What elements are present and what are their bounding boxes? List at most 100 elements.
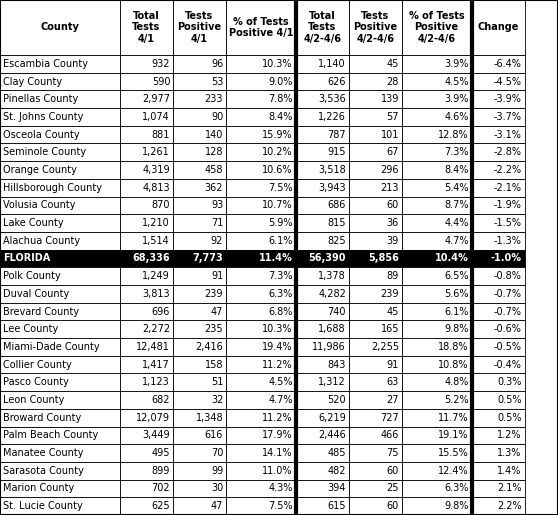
Text: 3,536: 3,536	[318, 94, 346, 104]
Text: 10.2%: 10.2%	[262, 147, 293, 157]
Text: 3,813: 3,813	[142, 289, 170, 299]
Bar	[0, 479, 120, 497]
Text: Hillsborough County: Hillsborough County	[3, 183, 102, 193]
Text: 6.8%: 6.8%	[268, 306, 293, 317]
Bar	[120, 250, 173, 267]
Bar	[296, 0, 349, 55]
Text: -3.9%: -3.9%	[494, 94, 522, 104]
Text: 4.7%: 4.7%	[444, 236, 469, 246]
Bar	[226, 338, 296, 356]
Text: 6.1%: 6.1%	[444, 306, 469, 317]
Bar	[349, 444, 402, 462]
Bar	[472, 444, 525, 462]
Text: 12.8%: 12.8%	[438, 130, 469, 140]
Bar	[472, 391, 525, 409]
Text: 8.7%: 8.7%	[444, 200, 469, 211]
Text: 90: 90	[211, 112, 223, 122]
Bar	[472, 250, 525, 267]
Text: Collier County: Collier County	[3, 359, 71, 370]
Bar	[349, 479, 402, 497]
Bar	[472, 0, 525, 55]
Text: 2,272: 2,272	[142, 324, 170, 334]
Text: 696: 696	[152, 306, 170, 317]
Text: 9.8%: 9.8%	[444, 324, 469, 334]
Text: -2.8%: -2.8%	[494, 147, 522, 157]
Bar	[173, 144, 226, 161]
Text: 1,210: 1,210	[142, 218, 170, 228]
Text: 91: 91	[211, 271, 223, 281]
Text: 7,773: 7,773	[193, 253, 223, 264]
Bar	[349, 179, 402, 197]
Bar	[0, 73, 120, 91]
Bar	[226, 356, 296, 373]
Text: 815: 815	[328, 218, 346, 228]
Bar	[472, 356, 525, 373]
Text: 11,986: 11,986	[312, 342, 346, 352]
Text: 495: 495	[152, 448, 170, 458]
Text: -0.6%: -0.6%	[494, 324, 522, 334]
Bar	[472, 497, 525, 515]
Text: 71: 71	[211, 218, 223, 228]
Bar	[402, 391, 472, 409]
Bar	[472, 426, 525, 444]
Text: 15.5%: 15.5%	[438, 448, 469, 458]
Bar	[402, 497, 472, 515]
Text: 3,943: 3,943	[318, 183, 346, 193]
Bar	[296, 356, 349, 373]
Bar	[120, 267, 173, 285]
Text: 686: 686	[328, 200, 346, 211]
Text: 3.9%: 3.9%	[444, 94, 469, 104]
Bar	[226, 320, 296, 338]
Bar	[472, 126, 525, 144]
Text: 36: 36	[387, 218, 399, 228]
Text: 17.9%: 17.9%	[262, 431, 293, 440]
Text: Escambia County: Escambia County	[3, 59, 88, 69]
Bar	[120, 497, 173, 515]
Bar	[226, 444, 296, 462]
Text: 39: 39	[387, 236, 399, 246]
Text: St. Lucie County: St. Lucie County	[3, 501, 83, 511]
Bar	[402, 409, 472, 426]
Bar	[402, 197, 472, 214]
Text: 932: 932	[152, 59, 170, 69]
Bar	[226, 179, 296, 197]
Bar	[296, 497, 349, 515]
Text: 6.3%: 6.3%	[268, 289, 293, 299]
Text: 96: 96	[211, 59, 223, 69]
Bar	[402, 144, 472, 161]
Text: 2,977: 2,977	[142, 94, 170, 104]
Text: 4,813: 4,813	[142, 183, 170, 193]
Bar	[120, 91, 173, 108]
Text: 626: 626	[328, 77, 346, 87]
Text: 458: 458	[205, 165, 223, 175]
Text: 4.3%: 4.3%	[268, 484, 293, 493]
Text: 75: 75	[387, 448, 399, 458]
Text: -2.1%: -2.1%	[494, 183, 522, 193]
Bar	[349, 303, 402, 320]
Bar	[296, 303, 349, 320]
Text: 30: 30	[211, 484, 223, 493]
Text: Broward County: Broward County	[3, 413, 81, 423]
Text: 128: 128	[205, 147, 223, 157]
Bar	[296, 126, 349, 144]
Bar	[349, 126, 402, 144]
Bar	[402, 91, 472, 108]
Bar	[120, 462, 173, 479]
Text: 63: 63	[387, 377, 399, 387]
Bar	[349, 267, 402, 285]
Bar	[0, 409, 120, 426]
Bar	[173, 409, 226, 426]
Text: Seminole County: Seminole County	[3, 147, 86, 157]
Bar	[349, 285, 402, 303]
Text: 1,261: 1,261	[142, 147, 170, 157]
Bar	[226, 91, 296, 108]
Text: 870: 870	[152, 200, 170, 211]
Text: 19.4%: 19.4%	[262, 342, 293, 352]
Bar	[120, 232, 173, 250]
Text: 68,336: 68,336	[133, 253, 170, 264]
Text: 8.4%: 8.4%	[444, 165, 469, 175]
Text: 19.1%: 19.1%	[438, 431, 469, 440]
Bar	[226, 285, 296, 303]
Text: 89: 89	[387, 271, 399, 281]
Bar	[349, 214, 402, 232]
